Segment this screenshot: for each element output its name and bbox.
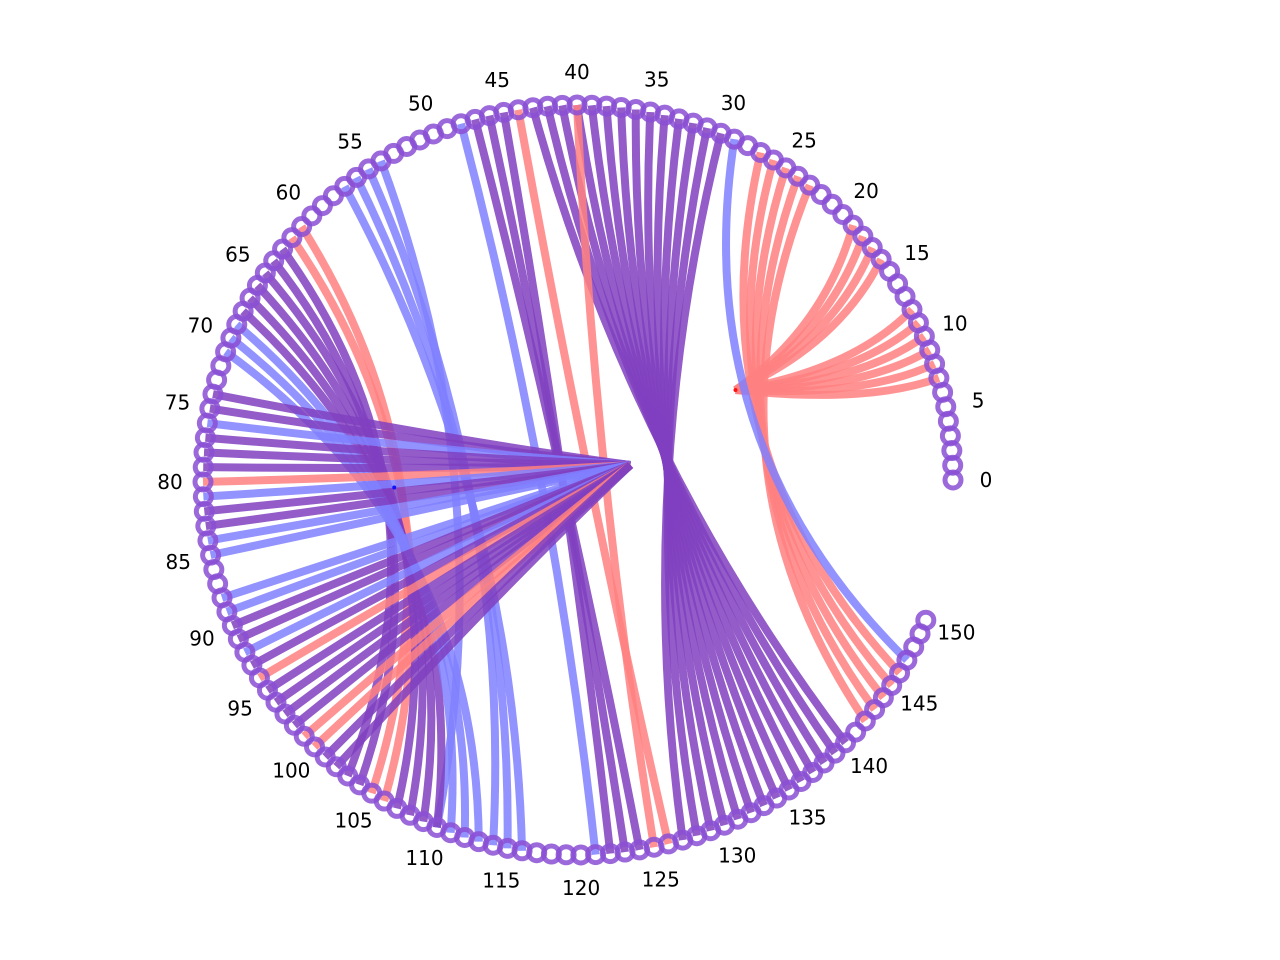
tick-label: 110: [405, 846, 443, 870]
tick-labels-layer: 0 5 10 15 20 25 30 35 40 45 50 55 60 65 70 75 80 85 90 95 10…: [157, 60, 992, 900]
node: [824, 742, 846, 764]
tick-label: 0: [980, 468, 993, 492]
edge-arc: [341, 184, 527, 851]
tick-label: 35: [644, 68, 669, 92]
edge-arc: [333, 462, 634, 770]
tick-label: 10: [942, 312, 967, 336]
tick-label: 20: [853, 179, 878, 203]
tick-label: 145: [900, 692, 938, 716]
tick-label: 75: [165, 390, 190, 414]
tick-label: 40: [564, 60, 589, 84]
hub-red: [733, 388, 738, 392]
tick-label: 30: [721, 91, 746, 115]
node: [304, 736, 326, 758]
tick-label: 80: [157, 470, 182, 494]
edge-arc: [722, 138, 910, 664]
tick-label: 15: [904, 241, 929, 265]
tick-label: 65: [225, 243, 250, 267]
tick-label: 115: [482, 869, 520, 893]
tick-label: 105: [334, 809, 372, 833]
tick-label: 5: [972, 388, 985, 412]
edge-arc: [529, 106, 849, 746]
tick-label: 95: [227, 697, 252, 721]
nodes-layer: [192, 94, 964, 866]
tick-label: 70: [188, 314, 213, 338]
tick-label: 90: [189, 626, 214, 650]
node: [311, 195, 333, 217]
tick-label: 25: [791, 128, 816, 152]
edge-arc: [209, 461, 632, 560]
node: [293, 725, 315, 747]
tick-label: 140: [850, 754, 888, 778]
tick-label: 45: [485, 68, 510, 92]
node: [301, 205, 323, 227]
node: [842, 214, 864, 236]
tick-label: 135: [788, 805, 826, 829]
tick-label: 130: [718, 844, 756, 868]
node: [915, 609, 937, 631]
tick-label: 60: [276, 181, 301, 205]
hub-blue: [392, 485, 397, 490]
tick-label: 85: [166, 550, 191, 574]
edges-layer: [202, 104, 941, 856]
node: [832, 204, 854, 225]
tick-label: 150: [937, 621, 975, 645]
tick-label: 50: [408, 92, 433, 116]
tick-label: 125: [642, 868, 680, 892]
tick-label: 55: [337, 130, 362, 154]
tick-label: 120: [562, 876, 600, 900]
tick-label: 100: [272, 758, 310, 782]
